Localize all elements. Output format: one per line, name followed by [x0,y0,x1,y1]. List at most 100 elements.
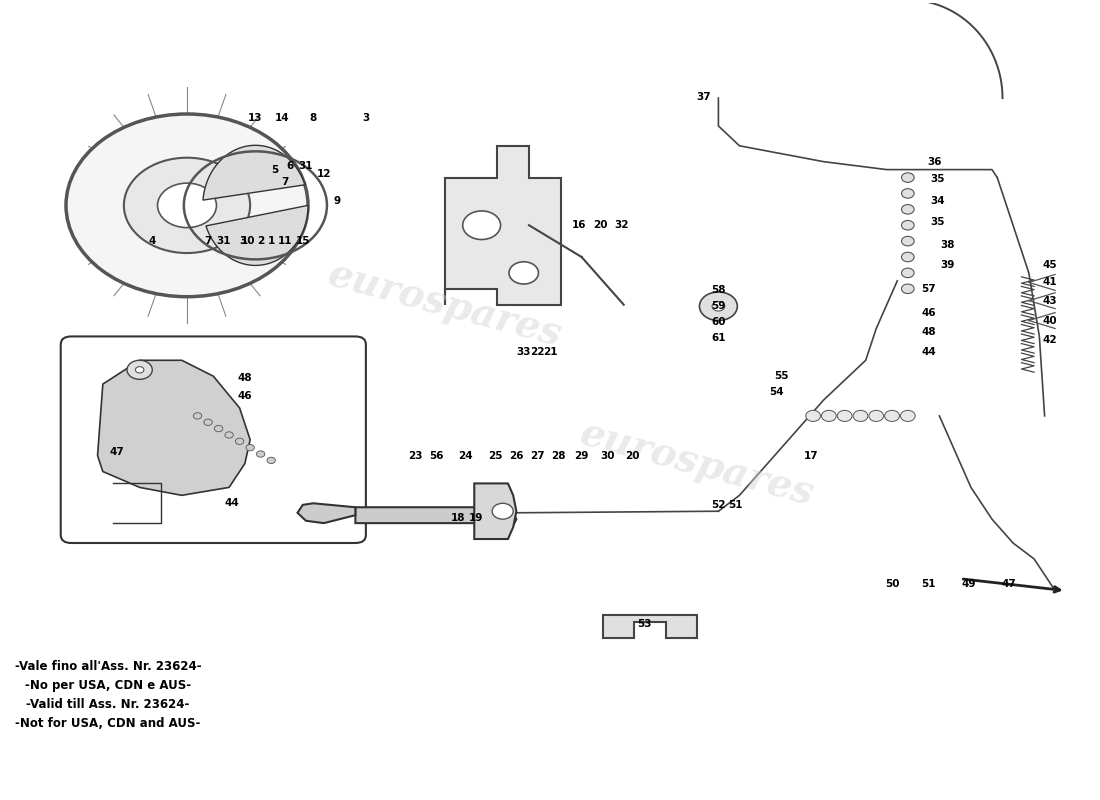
Text: 1: 1 [267,236,275,246]
Text: 10: 10 [241,236,255,246]
Circle shape [492,503,514,519]
Text: 33: 33 [517,347,531,358]
Circle shape [902,252,914,262]
Text: 4: 4 [148,236,156,246]
Polygon shape [355,507,516,526]
Text: 55: 55 [774,371,789,381]
Text: 57: 57 [922,284,936,294]
Circle shape [224,432,233,438]
Text: 47: 47 [109,446,124,457]
Text: 2: 2 [257,236,264,246]
Text: 58: 58 [712,286,726,295]
Text: 17: 17 [804,450,818,461]
Text: 53: 53 [638,619,652,629]
Text: 35: 35 [930,174,945,184]
Text: 9: 9 [334,196,341,206]
Polygon shape [206,206,308,266]
Circle shape [135,366,144,373]
Text: 49: 49 [961,579,976,590]
Text: 22: 22 [530,347,544,358]
Text: 56: 56 [429,450,443,461]
Text: 7: 7 [205,236,211,246]
Polygon shape [297,503,355,523]
Text: 32: 32 [614,220,629,230]
Text: 28: 28 [551,450,565,461]
Text: 46: 46 [922,308,936,318]
Text: 20: 20 [625,450,639,461]
FancyBboxPatch shape [60,337,366,543]
Circle shape [235,438,244,445]
Circle shape [194,413,201,419]
Circle shape [157,183,217,228]
Text: 24: 24 [459,450,473,461]
Text: 50: 50 [884,579,900,590]
Text: 48: 48 [238,373,252,382]
Text: 15: 15 [296,236,310,246]
Text: 46: 46 [238,391,252,401]
Text: 59: 59 [712,302,726,311]
Text: 27: 27 [530,450,544,461]
Text: 47: 47 [1001,579,1016,590]
Circle shape [854,410,868,422]
Circle shape [463,211,500,239]
Text: 7: 7 [282,177,288,186]
Text: 6: 6 [286,161,294,170]
Circle shape [901,410,915,422]
Circle shape [267,457,275,463]
Circle shape [204,419,212,426]
Text: 51: 51 [922,579,936,590]
Circle shape [902,236,914,246]
Text: 20: 20 [593,220,608,230]
Text: 40: 40 [1043,315,1057,326]
Text: 30: 30 [601,450,615,461]
Text: 34: 34 [930,196,945,206]
Polygon shape [204,146,305,200]
Circle shape [712,302,725,311]
Text: 43: 43 [1043,296,1057,306]
Circle shape [822,410,836,422]
Text: 18: 18 [451,513,465,522]
Text: eurospares: eurospares [576,414,818,513]
Circle shape [214,426,223,432]
Circle shape [884,410,900,422]
Text: 44: 44 [224,498,240,508]
Circle shape [700,292,737,321]
Text: 38: 38 [940,240,955,250]
Text: 14: 14 [274,113,289,123]
Text: 41: 41 [1043,278,1057,287]
Text: 37: 37 [696,91,711,102]
Text: 54: 54 [769,387,783,397]
Text: 60: 60 [712,317,726,327]
Text: 42: 42 [1043,335,1057,346]
Text: 52: 52 [712,500,726,510]
Text: 5: 5 [271,165,278,174]
Text: 31: 31 [217,236,231,246]
Circle shape [902,205,914,214]
Text: 48: 48 [922,327,936,338]
Text: 51: 51 [728,500,743,510]
Circle shape [902,221,914,230]
Text: 3: 3 [362,113,370,123]
Text: 23: 23 [408,450,422,461]
Text: 44: 44 [922,347,936,358]
Text: 13: 13 [249,113,263,123]
Circle shape [124,158,250,253]
Circle shape [869,410,883,422]
Text: 39: 39 [940,260,955,270]
Text: 61: 61 [712,333,726,343]
Polygon shape [474,483,516,539]
Text: 31: 31 [299,161,314,170]
Circle shape [902,173,914,182]
Text: 25: 25 [488,450,503,461]
Text: 36: 36 [927,157,942,166]
Text: 12: 12 [317,169,331,178]
Polygon shape [98,360,250,495]
Text: 29: 29 [574,450,589,461]
Circle shape [902,189,914,198]
Text: 26: 26 [509,450,524,461]
Text: -Vale fino all'Ass. Nr. 23624-
-No per USA, CDN e AUS-
-Valid till Ass. Nr. 2362: -Vale fino all'Ass. Nr. 23624- -No per U… [14,660,201,730]
Text: 8: 8 [309,113,317,123]
Circle shape [126,360,152,379]
Circle shape [509,262,539,284]
Polygon shape [444,146,561,305]
